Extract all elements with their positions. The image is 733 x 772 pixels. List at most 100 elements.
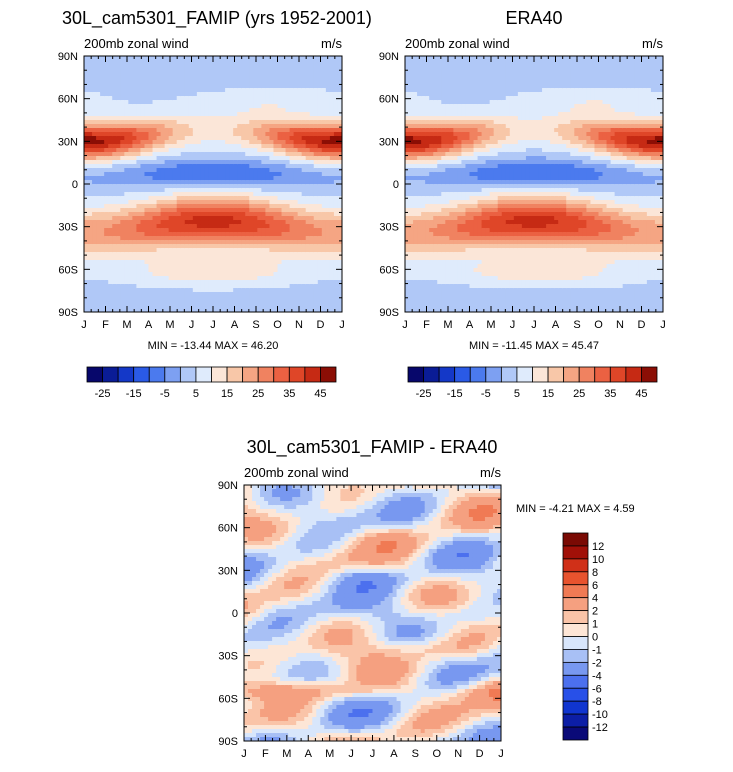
field-cell [152, 308, 158, 312]
field-cell [405, 280, 410, 285]
field-cell [229, 148, 234, 153]
field-cell [172, 288, 178, 293]
field-cell [180, 272, 186, 277]
field-cell [429, 84, 434, 89]
field-cell [425, 252, 430, 257]
field-cell [265, 280, 271, 285]
field-cell [180, 264, 186, 269]
field-cell [136, 220, 142, 225]
field-cell [325, 300, 331, 305]
field-cell [168, 172, 174, 177]
field-cell [208, 108, 214, 113]
field-cell [160, 116, 166, 121]
field-cell [245, 180, 250, 185]
field-cell [265, 68, 271, 73]
field-cell [88, 184, 93, 189]
field-cell [217, 268, 222, 273]
field-cell [445, 136, 450, 141]
field-cell [409, 252, 414, 257]
field-cell [192, 276, 198, 281]
field-cell [417, 156, 422, 161]
field-cell [269, 272, 275, 277]
field-cell [124, 84, 129, 89]
field-cell [329, 208, 335, 213]
field-cell [196, 196, 202, 201]
field-cell [425, 140, 430, 145]
field-cell [128, 244, 133, 249]
field-cell [261, 148, 267, 153]
field-cell [249, 96, 254, 101]
field-cell [433, 272, 438, 277]
field-cell [172, 224, 178, 229]
field-cell [124, 136, 129, 141]
field-cell [225, 244, 230, 249]
field-cell [156, 188, 162, 193]
field-cell [297, 244, 303, 249]
field-cell [124, 112, 129, 117]
field-cell [425, 284, 430, 289]
field-cell [168, 140, 174, 145]
field-cell [261, 208, 267, 213]
field-cell [96, 304, 101, 309]
field-cell [405, 124, 410, 129]
field-cell [257, 140, 262, 145]
field-cell [261, 128, 267, 133]
field-cell [152, 80, 158, 85]
field-cell [445, 68, 450, 73]
field-cell [217, 56, 222, 61]
field-cell [309, 64, 315, 69]
field-cell [156, 236, 162, 241]
field-cell [245, 248, 250, 253]
field-cell [124, 208, 129, 213]
field-cell [321, 224, 327, 229]
field-cell [217, 68, 222, 73]
field-cell [124, 292, 129, 297]
field-cell [200, 300, 206, 305]
field-cell [277, 180, 283, 185]
field-cell [100, 196, 105, 201]
field-cell [108, 248, 113, 253]
field-cell [229, 244, 234, 249]
field-cell [221, 176, 226, 181]
field-cell [144, 308, 150, 312]
field-cell [213, 144, 218, 149]
field-cell [333, 88, 339, 93]
field-cell [108, 144, 113, 149]
field-cell [409, 176, 414, 181]
field-cell [261, 268, 267, 273]
field-cell [229, 252, 234, 257]
field-cell [249, 84, 254, 89]
field-cell [261, 76, 267, 81]
field-cell [269, 120, 275, 125]
field-cell [233, 176, 238, 181]
field-cell [265, 228, 271, 233]
field-cell [124, 176, 129, 181]
field-cell [413, 200, 418, 205]
field-cell [245, 148, 250, 153]
field-cell [112, 68, 117, 73]
field-cell [333, 148, 339, 153]
field-cell [321, 244, 327, 249]
field-cell [301, 172, 307, 177]
field-cell [148, 232, 154, 237]
field-cell [96, 244, 101, 249]
field-cell [200, 308, 206, 312]
field-cell [321, 136, 327, 141]
field-cell [213, 120, 218, 125]
field-cell [229, 192, 234, 197]
field-cell [140, 196, 146, 201]
field-cell [441, 300, 446, 305]
field-cell [100, 156, 105, 161]
field-cell [321, 188, 327, 193]
field-cell [144, 284, 150, 289]
field-cell [172, 304, 178, 309]
field-cell [277, 76, 283, 81]
field-cell [176, 280, 182, 285]
field-cell [289, 192, 295, 197]
field-cell [257, 304, 262, 309]
field-cell [261, 280, 267, 285]
field-cell [213, 232, 218, 237]
field-cell [152, 92, 158, 97]
field-cell [208, 264, 214, 269]
field-cell [313, 228, 319, 233]
